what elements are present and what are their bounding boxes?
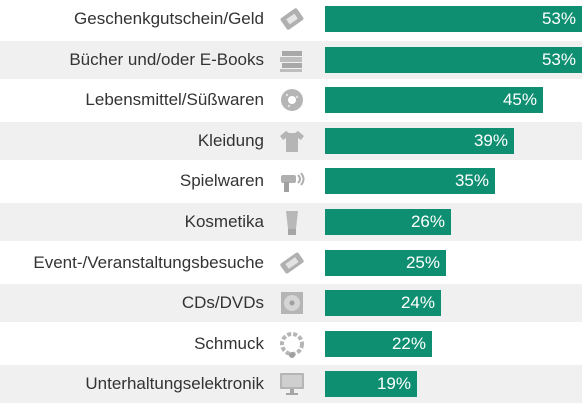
bar-value-label: 19% xyxy=(376,374,411,393)
category-label: Unterhaltungselektronik xyxy=(85,374,264,393)
chart-row: Spielwaren 35% xyxy=(0,162,582,200)
cosmetics-tube-icon xyxy=(286,211,298,235)
category-label: Event-/Veranstaltungsbesuche xyxy=(33,253,264,272)
chart-row: Kleidung 39% xyxy=(0,122,582,160)
bar-value-label: 45% xyxy=(502,90,537,109)
disc-icon xyxy=(281,292,303,314)
chart-row: Schmuck 22% xyxy=(0,325,582,363)
category-label: Kosmetika xyxy=(184,212,264,231)
books-icon xyxy=(280,51,302,72)
bar-value-label: 39% xyxy=(473,131,508,150)
category-label: Geschenkgutschein/Geld xyxy=(74,9,264,28)
category-label: Bücher und/oder E-Books xyxy=(69,50,264,69)
bar xyxy=(325,209,451,235)
gift-card-icon xyxy=(280,8,304,30)
chart-row: Event-/Veranstaltungsbesuche 25% xyxy=(0,244,582,282)
bar xyxy=(325,250,446,276)
donut-icon xyxy=(281,89,303,111)
category-label: Kleidung xyxy=(197,131,264,150)
bar-value-label: 24% xyxy=(400,293,435,312)
bar-value-label: 35% xyxy=(454,171,489,190)
bar-value-label: 25% xyxy=(405,253,440,272)
bar-value-label: 26% xyxy=(410,212,445,231)
bar xyxy=(325,6,582,32)
tshirt-icon xyxy=(280,131,304,152)
bar xyxy=(325,87,543,113)
category-label: CDs/DVDs xyxy=(181,293,264,312)
chart-row: Unterhaltungselektronik 19% xyxy=(0,365,582,403)
bar xyxy=(325,371,417,397)
ticket-icon xyxy=(280,252,304,274)
chart-row: CDs/DVDs 24% xyxy=(0,284,582,322)
chart-row: Lebensmittel/Süßwaren 45% xyxy=(0,81,582,119)
chart-row: Geschenkgutschein/Geld 53% xyxy=(0,0,582,38)
category-label: Lebensmittel/Süßwaren xyxy=(85,90,264,109)
category-label: Spielwaren xyxy=(179,171,264,190)
chart-row: Kosmetika 26% xyxy=(0,203,582,241)
bar xyxy=(325,47,582,73)
chart-row: Bücher und/oder E-Books 53% xyxy=(0,41,582,79)
bar xyxy=(325,290,441,316)
bar-value-label: 53% xyxy=(541,50,576,69)
necklace-icon xyxy=(280,332,304,358)
toy-gun-icon xyxy=(281,172,305,192)
bar xyxy=(325,168,495,194)
bar xyxy=(325,331,432,357)
bar-value-label: 53% xyxy=(541,9,576,28)
bar xyxy=(325,128,514,154)
category-label: Schmuck xyxy=(194,334,264,353)
bar-value-label: 22% xyxy=(391,334,426,353)
monitor-icon xyxy=(280,373,304,395)
